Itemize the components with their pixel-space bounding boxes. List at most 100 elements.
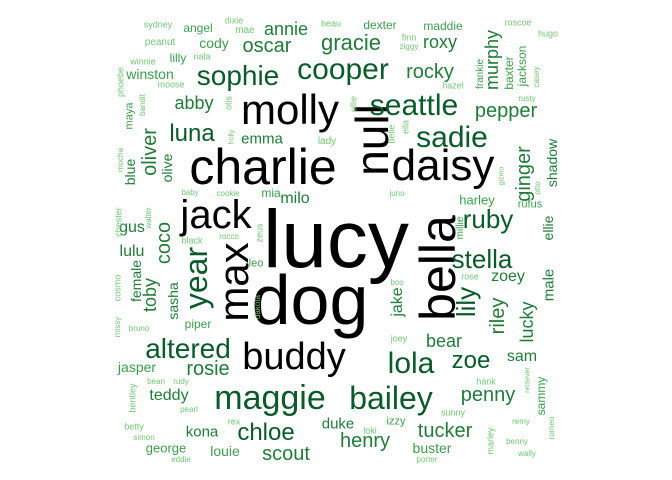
word-angel: angel <box>183 21 213 35</box>
word-gus: gus <box>119 219 145 236</box>
word-rex: rex <box>227 416 241 427</box>
word-roxy: roxy <box>422 32 458 52</box>
word-simon: simon <box>133 433 155 442</box>
word-izzy: izzy <box>386 415 406 428</box>
word-rose: rose <box>461 271 479 282</box>
word-hank: hank <box>476 376 496 387</box>
word-bear: bear <box>425 331 463 351</box>
word-coco: coco <box>153 221 175 265</box>
word-phoebe: phoebe <box>115 66 126 98</box>
word-leo: leo <box>248 257 264 270</box>
word-retriever: retriever <box>524 367 532 393</box>
word-sunny: sunny <box>440 407 466 418</box>
word-otto: otto <box>533 181 542 195</box>
word-piper: piper <box>184 317 212 331</box>
word-zeus: zeus <box>254 223 265 243</box>
word-bentley: bentley <box>127 383 138 413</box>
word-abby: abby <box>174 93 214 113</box>
word-joey: joey <box>390 333 408 344</box>
word-annie: annie <box>263 19 309 39</box>
word-female: female <box>128 259 144 303</box>
word-charlie: charlie <box>189 139 337 195</box>
word-juno: juno <box>389 189 405 198</box>
word-chloe: chloe <box>237 419 295 446</box>
word-blue: blue <box>122 158 138 186</box>
word-maddie: maddie <box>423 19 463 33</box>
word-ginger: ginger <box>513 146 535 202</box>
word-rusty: rusty <box>518 94 536 103</box>
word-harley: harley <box>459 192 495 208</box>
word-jackson: jackson <box>515 45 529 87</box>
word-maya: maya <box>123 102 136 130</box>
word-tucker: tucker <box>417 420 473 442</box>
word-ella: ella <box>400 119 411 135</box>
word-cooper: cooper <box>297 53 389 86</box>
word-louie: louie <box>210 443 240 459</box>
word-sydney: sydney <box>143 19 173 30</box>
word-lily: lily <box>451 286 481 318</box>
word-sophie: sophie <box>196 60 280 91</box>
word-altered: altered <box>145 333 231 364</box>
word-cosmo: cosmo <box>112 274 123 302</box>
word-dixie: dixie <box>224 15 244 26</box>
word-mae: mae <box>235 25 255 36</box>
word-lola: lola <box>387 347 435 380</box>
word-dexter: dexter <box>363 18 397 32</box>
word-zoey: zoey <box>491 268 525 285</box>
word-boo: boo <box>390 278 404 287</box>
word-duke: duke <box>321 415 355 433</box>
word-rufus: rufus <box>517 198 543 211</box>
word-gracie: gracie <box>321 30 381 55</box>
word-betty: betty <box>124 421 144 432</box>
word-dog: dog <box>251 261 369 339</box>
word-walter: walter <box>144 207 153 229</box>
word-missy: missy <box>113 316 122 338</box>
word-nala: nala <box>193 51 211 62</box>
word-winnie: winnie <box>130 56 156 67</box>
word-daisy: daisy <box>391 141 495 190</box>
word-ruby: ruby <box>462 204 514 234</box>
word-buddy: buddy <box>242 336 346 378</box>
word-beau: beau <box>320 18 342 29</box>
word-loki: loki <box>363 425 377 436</box>
word-molly: molly <box>240 86 340 133</box>
word-mocha: mocha <box>116 147 125 173</box>
word-rudy: rudy <box>173 377 189 386</box>
word-baby: baby <box>181 188 199 197</box>
word-hugo: hugo <box>537 28 559 39</box>
word-sam: sam <box>506 348 538 365</box>
word-mia: mia <box>261 186 281 200</box>
word-olive: olive <box>159 153 175 183</box>
word-milo: milo <box>280 190 310 207</box>
word-lucky: lucky <box>517 301 537 343</box>
word-buster: buster <box>412 440 452 456</box>
word-henry: henry <box>339 430 391 452</box>
word-george: george <box>145 440 187 456</box>
word-dakota: dakota <box>253 294 262 320</box>
word-jasper: jasper <box>117 359 157 375</box>
word-marley: marley <box>485 427 496 455</box>
word-maggie: maggie <box>214 379 326 417</box>
word-benny: benny <box>506 437 528 446</box>
word-rocky: rocky <box>406 61 454 83</box>
word-chester: chester <box>113 207 124 237</box>
word-male: male <box>540 268 558 302</box>
word-bean: bean <box>147 377 165 386</box>
word-seattle: seattle <box>369 89 459 122</box>
word-romeo: romeo <box>547 416 556 440</box>
word-peanut: peanut <box>144 37 176 48</box>
word-oscar: oscar <box>242 35 292 57</box>
word-penny: penny <box>460 384 516 406</box>
word-oliver: oliver <box>139 128 161 176</box>
word-casey: casey <box>532 66 541 88</box>
word-stella: stella <box>451 244 513 274</box>
word-max: max <box>210 242 257 322</box>
word-ellie: ellie <box>540 215 556 241</box>
word-rosie: rosie <box>186 358 230 380</box>
word-year: year <box>178 246 214 310</box>
word-eddie: eddie <box>171 455 191 464</box>
word-baxter: baxter <box>502 56 516 90</box>
word-luna: luna <box>169 120 215 147</box>
word-hazel: hazel <box>442 80 464 91</box>
